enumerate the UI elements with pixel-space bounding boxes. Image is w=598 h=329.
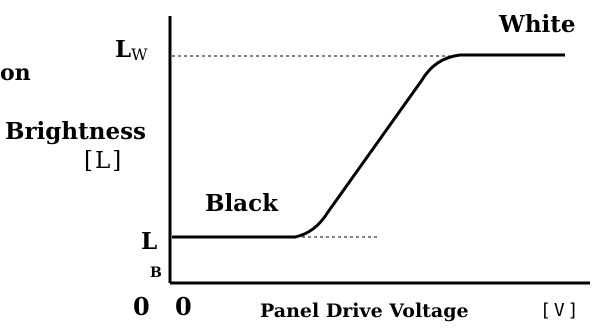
x-axis-title: Panel Drive Voltage <box>260 300 469 322</box>
lw-label: LW <box>115 36 148 64</box>
y-axis-title: Brightness <box>5 118 146 145</box>
black-label: Black <box>205 190 279 217</box>
x-axis-unit: [V] <box>540 300 582 321</box>
lw-sub: W <box>131 45 148 64</box>
lw-main: L <box>115 36 132 63</box>
y-axis-unit: [L] <box>84 148 124 174</box>
lb-sub-label: B <box>150 265 162 281</box>
y-origin-label: 0 <box>133 292 150 321</box>
left-fragment-text: on <box>0 60 31 86</box>
brightness-curve <box>172 53 565 239</box>
x-origin-label: 0 <box>175 292 192 321</box>
white-label: White <box>499 11 576 38</box>
lb-main-label: L <box>141 228 158 255</box>
